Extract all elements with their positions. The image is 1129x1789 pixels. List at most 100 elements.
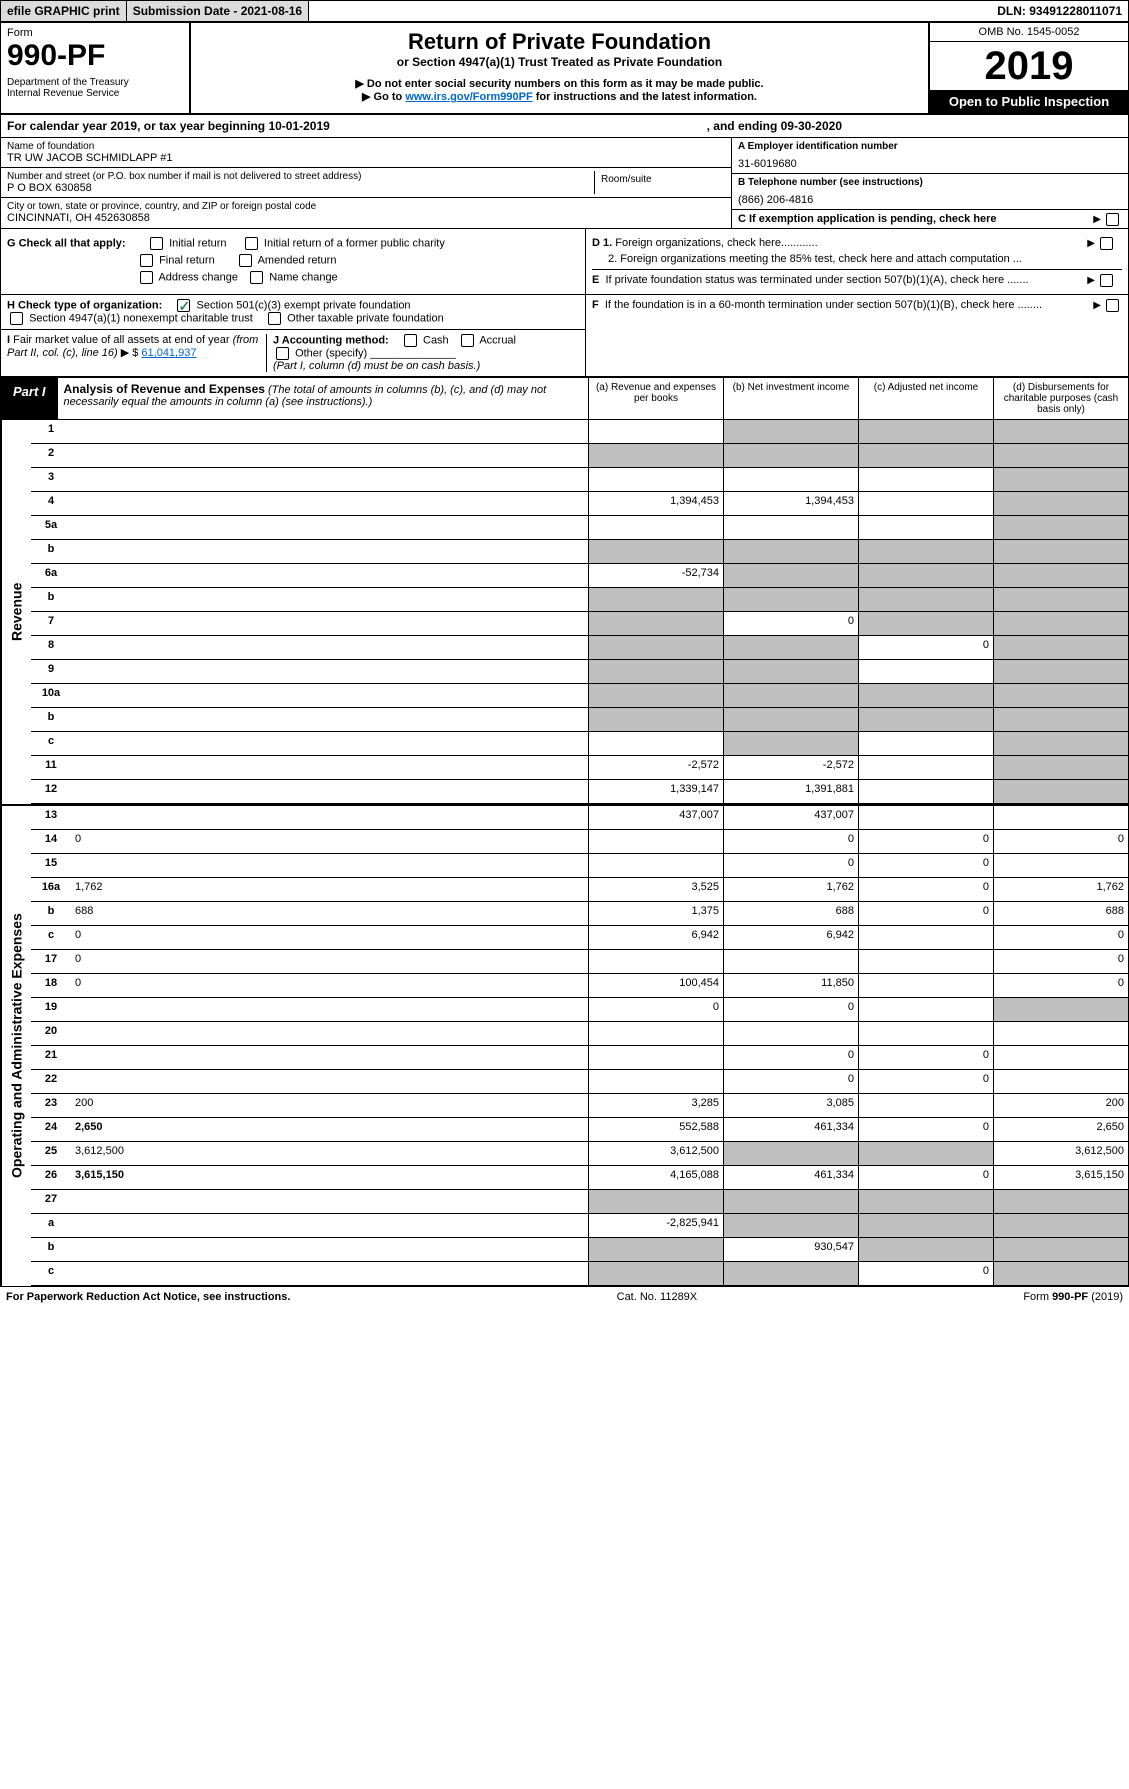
col-c <box>858 468 993 491</box>
arrow-icon <box>1087 274 1098 286</box>
hij-block: H Check type of organization: Section 50… <box>1 295 1128 378</box>
line-desc <box>71 492 588 515</box>
arrow-icon <box>1093 213 1104 225</box>
col-d <box>993 1238 1128 1261</box>
form-label: Form <box>7 27 183 39</box>
col-b-header: (b) Net investment income <box>723 378 858 419</box>
col-b: 930,547 <box>723 1238 858 1261</box>
col-b: 688 <box>723 902 858 925</box>
col-d-header: (d) Disbursements for charitable purpose… <box>993 378 1128 419</box>
fmv-link[interactable]: 61,041,937 <box>141 347 196 359</box>
line-desc <box>71 854 588 877</box>
g-initial-former-checkbox[interactable] <box>245 237 258 250</box>
c-checkbox[interactable] <box>1106 213 1119 226</box>
col-b: 1,394,453 <box>723 492 858 515</box>
col-c <box>858 708 993 731</box>
col-d: 0 <box>993 950 1128 973</box>
col-b: 6,942 <box>723 926 858 949</box>
g-initial-checkbox[interactable] <box>150 237 163 250</box>
col-d <box>993 468 1128 491</box>
ein-cell: A Employer identification number 31-6019… <box>732 138 1128 174</box>
form-number: 990-PF <box>7 39 183 73</box>
j-accrual-checkbox[interactable] <box>461 334 474 347</box>
col-a <box>588 612 723 635</box>
line-num: c <box>31 732 71 755</box>
col-c <box>858 1142 993 1165</box>
col-b: 11,850 <box>723 974 858 997</box>
col-d <box>993 420 1128 443</box>
col-c <box>858 540 993 563</box>
col-d: 2,650 <box>993 1118 1128 1141</box>
h-501c3-checkbox[interactable] <box>177 299 190 312</box>
col-a <box>588 732 723 755</box>
col-a: 4,165,088 <box>588 1166 723 1189</box>
expenses-side-label: Operating and Administrative Expenses <box>1 806 31 1286</box>
line-desc <box>71 540 588 563</box>
foundation-name-cell: Name of foundation TR UW JACOB SCHMIDLAP… <box>1 138 731 168</box>
page-footer: For Paperwork Reduction Act Notice, see … <box>0 1287 1129 1307</box>
line-desc <box>71 1046 588 1069</box>
e-checkbox[interactable] <box>1100 274 1113 287</box>
col-c <box>858 806 993 829</box>
line-num: 12 <box>31 780 71 803</box>
col-d <box>993 492 1128 515</box>
col-c: 0 <box>858 1046 993 1069</box>
line-11: 11 -2,572 -2,572 <box>31 756 1128 780</box>
part1-header: Part I Analysis of Revenue and Expenses … <box>1 378 1128 419</box>
col-a <box>588 1046 723 1069</box>
line-desc: 0 <box>71 830 588 853</box>
city-cell: City or town, state or province, country… <box>1 198 731 227</box>
col-a: -52,734 <box>588 564 723 587</box>
line-num: 11 <box>31 756 71 779</box>
h-4947-checkbox[interactable] <box>10 312 23 325</box>
efile-button[interactable]: efile GRAPHIC print <box>1 1 127 21</box>
col-d: 3,612,500 <box>993 1142 1128 1165</box>
col-d <box>993 1070 1128 1093</box>
col-d: 3,615,150 <box>993 1166 1128 1189</box>
header-mid: Return of Private Foundation or Section … <box>191 23 928 113</box>
col-a: 3,525 <box>588 878 723 901</box>
d1-checkbox[interactable] <box>1100 237 1113 250</box>
line-desc <box>71 756 588 779</box>
line-desc <box>71 1214 588 1237</box>
line-9: 9 <box>31 660 1128 684</box>
g-address-checkbox[interactable] <box>140 271 153 284</box>
col-b <box>723 732 858 755</box>
col-c: 0 <box>858 636 993 659</box>
line-20: 20 <box>31 1022 1128 1046</box>
form-container: efile GRAPHIC print Submission Date - 20… <box>0 0 1129 1287</box>
arrow-icon <box>1093 299 1104 311</box>
j-other-checkbox[interactable] <box>276 347 289 360</box>
g-amended-checkbox[interactable] <box>239 254 252 267</box>
form-subtitle: or Section 4947(a)(1) Trust Treated as P… <box>197 55 922 69</box>
col-c <box>858 950 993 973</box>
f-checkbox[interactable] <box>1106 299 1119 312</box>
col-c <box>858 1190 993 1213</box>
g-final-checkbox[interactable] <box>140 254 153 267</box>
line-5a: 5a <box>31 516 1128 540</box>
line-desc <box>71 660 588 683</box>
col-c <box>858 1022 993 1045</box>
line-desc: 2,650 <box>71 1118 588 1141</box>
j-cash-checkbox[interactable] <box>404 334 417 347</box>
col-c: 0 <box>858 1118 993 1141</box>
calendar-year-row: For calendar year 2019, or tax year begi… <box>1 115 1128 138</box>
g-name-checkbox[interactable] <box>250 271 263 284</box>
form990pf-link[interactable]: www.irs.gov/Form990PF <box>405 91 532 103</box>
line-num: 15 <box>31 854 71 877</box>
col-b: 0 <box>723 612 858 635</box>
line-num: 7 <box>31 612 71 635</box>
line-23: 23 200 3,285 3,085 200 <box>31 1094 1128 1118</box>
line-17: 17 0 0 <box>31 950 1128 974</box>
col-a <box>588 1190 723 1213</box>
line-16a: 16a 1,762 3,525 1,762 0 1,762 <box>31 878 1128 902</box>
col-a: 552,588 <box>588 1118 723 1141</box>
col-d: 0 <box>993 974 1128 997</box>
col-a <box>588 660 723 683</box>
line-num: c <box>31 926 71 949</box>
line-num: 14 <box>31 830 71 853</box>
line-10a: 10a <box>31 684 1128 708</box>
h-other-checkbox[interactable] <box>268 312 281 325</box>
line-c: c <box>31 732 1128 756</box>
line-1: 1 <box>31 420 1128 444</box>
